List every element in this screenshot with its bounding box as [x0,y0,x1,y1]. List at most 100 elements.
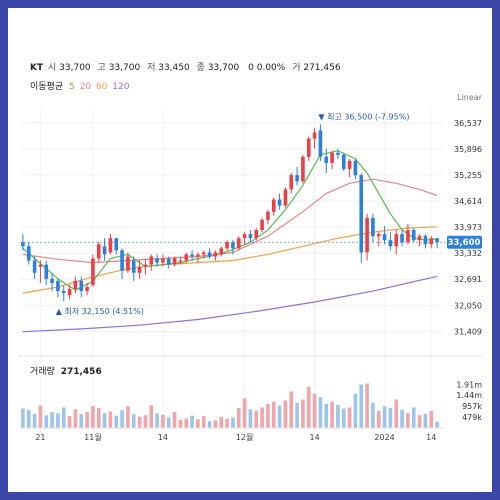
volume-bar [295,402,299,428]
candle [155,254,159,267]
candle [131,256,136,281]
candle-body [131,260,136,273]
volume-readout: 거래량 271,456 [30,365,102,377]
volume-bar [388,407,393,428]
candle [61,284,66,302]
date-tick-label: 14 [426,433,436,442]
candle-body [295,175,299,182]
date-tick-label: 21 [35,433,45,442]
candle-body [400,234,404,243]
candle [254,228,259,241]
candle [266,209,270,224]
candle [96,242,101,263]
chart-canvas[interactable]: KT 시 33,700 고 33,700 저 33,450 종 33,700 0… [8,8,492,492]
volume-bar [231,417,235,428]
volume-bar [423,413,428,428]
candle [400,230,404,247]
ma5-legend: 5 [69,82,75,92]
volume-bar [108,411,113,428]
volume-bar [44,415,49,428]
volume-bar [382,406,387,428]
candle [50,272,54,292]
candle [277,193,282,210]
candle [248,230,253,243]
volume-bar [201,416,206,428]
volume-bar [120,410,124,428]
candle-body [266,211,270,220]
candle-body [61,291,66,294]
candle [21,234,25,251]
volume-bar [406,413,410,428]
current-price-tag: 33,600 [447,235,482,249]
volume-bar [330,401,334,428]
volume-bar [166,417,171,428]
ma60-line [22,226,438,294]
candle [196,252,200,263]
candlesticks [21,124,439,302]
scale-mode-label[interactable]: Linear [457,93,483,102]
current-price-value: 33,600 [448,238,481,248]
ma120-legend: 120 [112,82,129,92]
volume-tick-label: 1.44m [456,391,482,400]
volume-bar [283,400,288,428]
candle [219,246,224,257]
volume-bar [225,418,229,428]
candle [184,252,189,263]
volume-bar [365,383,369,428]
candle-body [56,280,60,292]
price-tick-label: 32,691 [454,275,482,284]
candle [190,250,194,261]
ticker-label: KT [30,63,44,73]
candle [306,136,311,161]
candle-body [85,286,89,292]
candle-body [26,246,31,261]
max-annotation: ▼ 최고 36,500 (-7.95%) [318,111,409,121]
candle [143,258,148,275]
volume-bar [137,416,142,428]
candle [242,232,247,245]
volume-bar [172,412,177,428]
candle [260,217,264,233]
candle-body [225,242,229,249]
candle [225,240,229,251]
volume-bar [254,410,259,428]
candle-body [359,175,364,253]
candle [295,166,299,186]
candle-body [155,258,159,263]
volume-bar [85,412,89,428]
candle-body [161,258,165,263]
candle-body [172,258,177,265]
candle-body [190,254,194,257]
price-tick-label: 33,973 [454,223,482,232]
price-tick-label: 35,255 [454,171,482,180]
candle [394,230,399,255]
candle [429,236,434,249]
candle [201,250,206,259]
candle-body [435,238,439,243]
candle-body [429,238,434,245]
candle-body [21,242,25,247]
price-tick-label: 35,896 [454,145,482,154]
candle-body [353,160,358,176]
candle-body [341,154,346,170]
candle-body [219,248,224,255]
candle-body [271,199,276,212]
candle [26,242,31,265]
volume-bar [266,404,270,428]
candle-body [330,152,334,163]
candle-body [406,230,410,243]
date-tick-label: 12월 [236,432,254,442]
volume-bar [26,410,31,428]
candle-body [102,246,107,255]
volume-bar [376,410,381,428]
price-tick-label: 36,537 [454,119,482,128]
ma-legend: 이동평균 5 20 60 120 [30,81,130,92]
candle [406,223,410,245]
candle [166,256,171,269]
volume-bars [20,383,444,429]
volume-bar [260,407,264,428]
volume-panel-label: 거래량 [30,365,55,377]
moving-averages [20,150,447,333]
ma20-legend: 20 [80,82,92,92]
min-annotation: ▲ 최저 32,150 (4.51%) [56,306,144,316]
